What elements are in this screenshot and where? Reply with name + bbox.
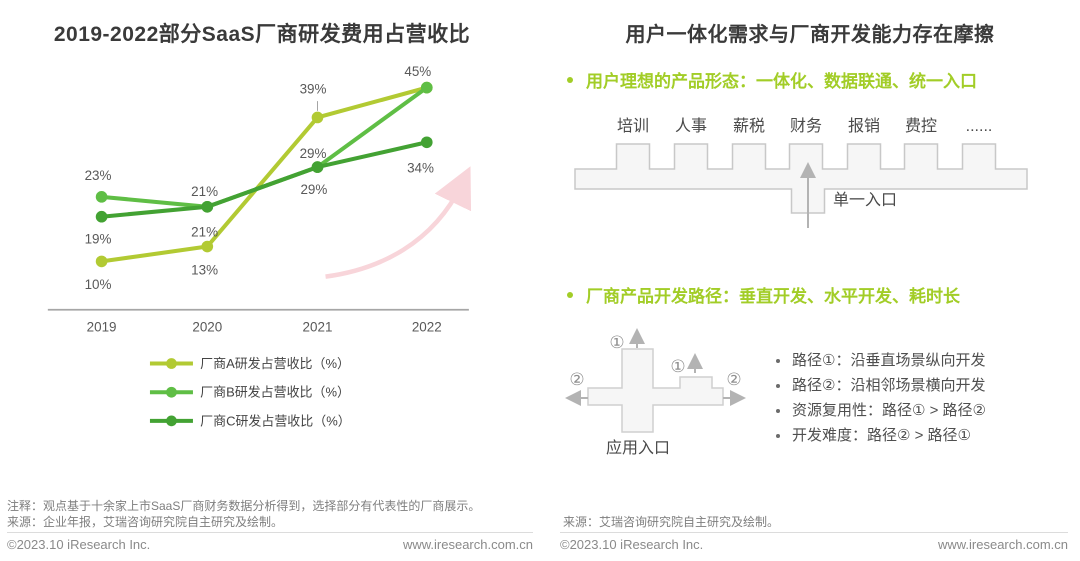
data-label: 13% [191, 262, 218, 277]
legend-marker-dot [166, 358, 177, 369]
source-line: 来源：企业年报，艾瑞咨询研究院自主研究及绘制。 [7, 515, 284, 529]
line-chart: 10%13%39%45%23%21%29%19% 21%29%34% 2019 20… [47, 64, 472, 428]
comb-module-label: 薪税 [733, 117, 765, 135]
comb-module-label: 报销 [848, 117, 880, 135]
path-bullet-item: 路径②：沿相邻场景横向开发 [772, 373, 1072, 398]
left-notes: 注释：观点基于十余家上市SaaS厂商财务数据分析得到，选择部分有代表性的厂商展示… [7, 498, 537, 530]
data-point [311, 111, 324, 124]
data-label: 10% [85, 277, 112, 292]
data-point [420, 81, 433, 94]
right-section-title: 用户一体化需求与厂商开发能力存在摩擦 [625, 24, 995, 46]
series-line-2 [99, 140, 429, 219]
copyright-text: ©2023.10 iResearch Inc. [7, 537, 151, 552]
data-label: 45% [404, 64, 431, 79]
data-label: 34% [407, 161, 434, 176]
circled-2-icon: ② [726, 370, 741, 389]
right-source: 来源：艾瑞咨询研究院自主研究及绘制。 [563, 515, 780, 529]
trend-arrow [325, 166, 472, 279]
note-line: 注释：观点基于十余家上市SaaS厂商财务数据分析得到，选择部分有代表性的厂商展示… [7, 499, 481, 513]
comb-module-label: ...... [966, 118, 993, 135]
comb-module-label: 培训 [617, 117, 649, 135]
user-need-heading-text: 用户理想的产品形态：一体化、数据联通、统一入口 [586, 72, 977, 91]
circled-1-icon: ① [670, 357, 685, 376]
path-bullet-item: 资源复用性：路径① > 路径② [772, 398, 1072, 423]
integration-comb-diagram: 培训 人事 薪税 财务 报销 费控...... 单一入口 [574, 117, 1028, 228]
bullet-dot-icon [567, 291, 573, 298]
x-axis-label: 2019 [87, 319, 117, 334]
copyright-text: ©2023.10 iResearch Inc. [560, 537, 704, 552]
website-link[interactable]: www.iresearch.com.cn [402, 537, 533, 552]
data-point [95, 255, 108, 268]
data-point [95, 191, 108, 203]
x-axis-labels: 2019 2020 2021 2022 [87, 319, 442, 334]
data-point [311, 161, 324, 173]
data-point [201, 200, 214, 213]
x-axis-label: 2022 [412, 319, 442, 334]
path-bullet-item: 开发难度：路径② > 路径① [772, 423, 1072, 448]
data-label: 29% [300, 182, 327, 197]
left-footer-divider [7, 532, 533, 533]
left-footer: ©2023.10 iResearch Inc. www.iresearch.co… [7, 537, 533, 552]
left-chart-title: 2019-2022部分SaaS厂商研发费用占营收比 [53, 23, 471, 46]
data-point [201, 240, 214, 253]
x-axis-label: 2021 [303, 319, 333, 334]
comb-module-label: 人事 [675, 117, 707, 135]
vendor-path-heading: 厂商产品开发路径：垂直开发、水平开发、耗时长 [567, 282, 960, 307]
right-footer-divider [560, 532, 1068, 533]
circled-2-icon: ② [569, 370, 584, 389]
vendor-path-heading-text: 厂商产品开发路径：垂直开发、水平开发、耗时长 [586, 287, 960, 306]
development-path-diagram: ① ① ② ② 应用入口 [565, 328, 746, 457]
right-footer: ©2023.10 iResearch Inc. www.iresearch.co… [560, 537, 1068, 552]
data-label: 29% [300, 146, 327, 161]
app-entry-label: 应用入口 [606, 438, 670, 457]
data-label: 39% [300, 81, 327, 96]
series-line-1 [99, 85, 429, 209]
data-point [420, 136, 433, 149]
comb-module-label: 财务 [790, 117, 822, 135]
data-label: 23% [85, 168, 112, 183]
single-entry-label: 单一入口 [833, 191, 897, 209]
legend-marker-dot [166, 386, 177, 398]
data-label: 19% [85, 232, 112, 247]
x-axis-label: 2020 [192, 319, 222, 334]
path-bullet-list: 路径①：沿垂直场景纵向开发 路径②：沿相邻场景横向开发 资源复用性：路径① > 路径… [772, 348, 1072, 448]
chart-series-group: 10% 13% 39% 45% 23% 21% 29% 19% 21% 29% 34% [85, 64, 434, 292]
data-point [95, 210, 108, 223]
path-shape [587, 348, 724, 433]
website-link[interactable]: www.iresearch.com.cn [937, 537, 1068, 552]
series-line-0 [99, 85, 429, 264]
legend-label: 厂商B研发占营收比（%） [200, 385, 350, 400]
comb-shape [574, 143, 1028, 214]
comb-module-label: 费控 [905, 117, 937, 135]
legend-marker-dot [166, 415, 177, 427]
legend-label: 厂商A研发占营收比（%） [200, 356, 350, 371]
data-label: 21% [191, 224, 218, 239]
chart-legend: 厂商A研发占营收比（%） 厂商B研发占营收比（%） 厂商C研发占营收比（%） [149, 356, 351, 428]
comb-module-labels: 培训 人事 薪税 财务 报销 费控...... [617, 117, 992, 135]
user-need-heading: 用户理想的产品形态：一体化、数据联通、统一入口 [567, 67, 977, 92]
legend-label: 厂商C研发占营收比（%） [200, 413, 351, 428]
path-bullet-item: 路径①：沿垂直场景纵向开发 [772, 348, 1072, 373]
circled-1-icon: ① [609, 333, 624, 352]
bullet-dot-icon [567, 76, 573, 83]
data-label: 21% [191, 184, 218, 199]
